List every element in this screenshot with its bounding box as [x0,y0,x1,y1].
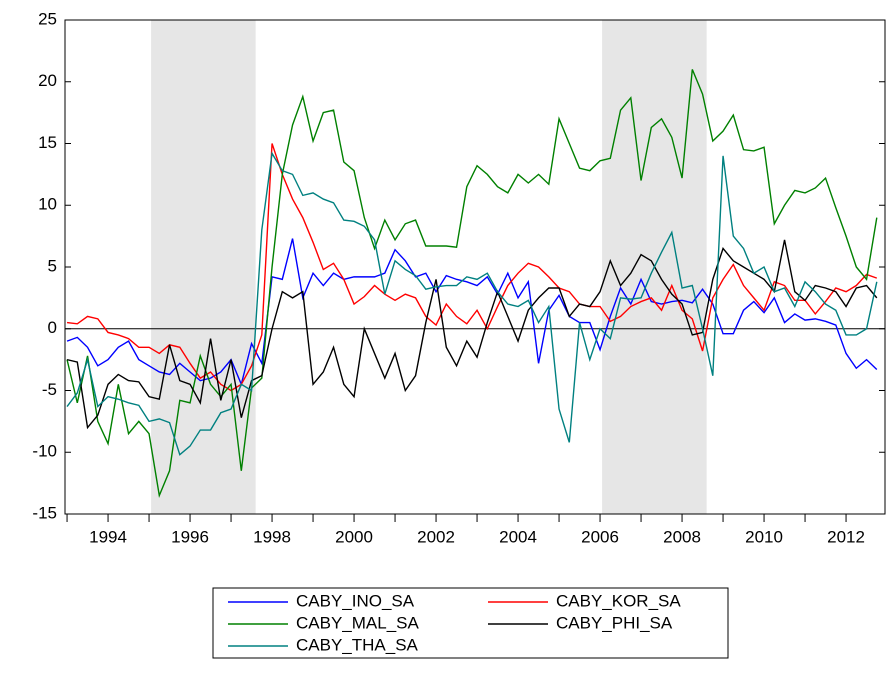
x-tick-label: 2012 [827,527,865,546]
x-tick-label: 1998 [253,527,291,546]
y-tick-label: 20 [38,71,57,90]
y-tick-label: -15 [32,503,57,522]
legend-label: CABY_MAL_SA [296,613,419,632]
y-tick-label: 0 [48,318,57,337]
y-tick-label: -5 [42,380,57,399]
legend-label: CABY_INO_SA [296,591,415,610]
x-tick-label: 2000 [335,527,373,546]
x-tick-label: 2008 [663,527,701,546]
x-tick-label: 1996 [171,527,209,546]
legend-label: CABY_PHI_SA [556,613,673,632]
y-tick-label: -10 [32,442,57,461]
y-tick-label: 25 [38,9,57,28]
legend-label: CABY_KOR_SA [556,591,681,610]
x-tick-label: 2006 [581,527,619,546]
legend-label: CABY_THA_SA [296,635,419,654]
x-tick-label: 2010 [745,527,783,546]
series-line [66,238,878,387]
series-line [66,239,878,430]
shaded-period [151,20,256,514]
x-tick-label: 2004 [499,527,537,546]
y-tick-label: 10 [38,195,57,214]
plot-frame [64,19,886,515]
series-line [66,143,878,392]
series-line [66,69,878,499]
x-tick-label: 1994 [89,527,127,546]
series-line [66,151,878,456]
y-tick-label: 15 [38,133,57,152]
x-tick-label: 2002 [417,527,455,546]
y-tick-label: 5 [48,256,57,275]
legend-box [212,587,729,659]
